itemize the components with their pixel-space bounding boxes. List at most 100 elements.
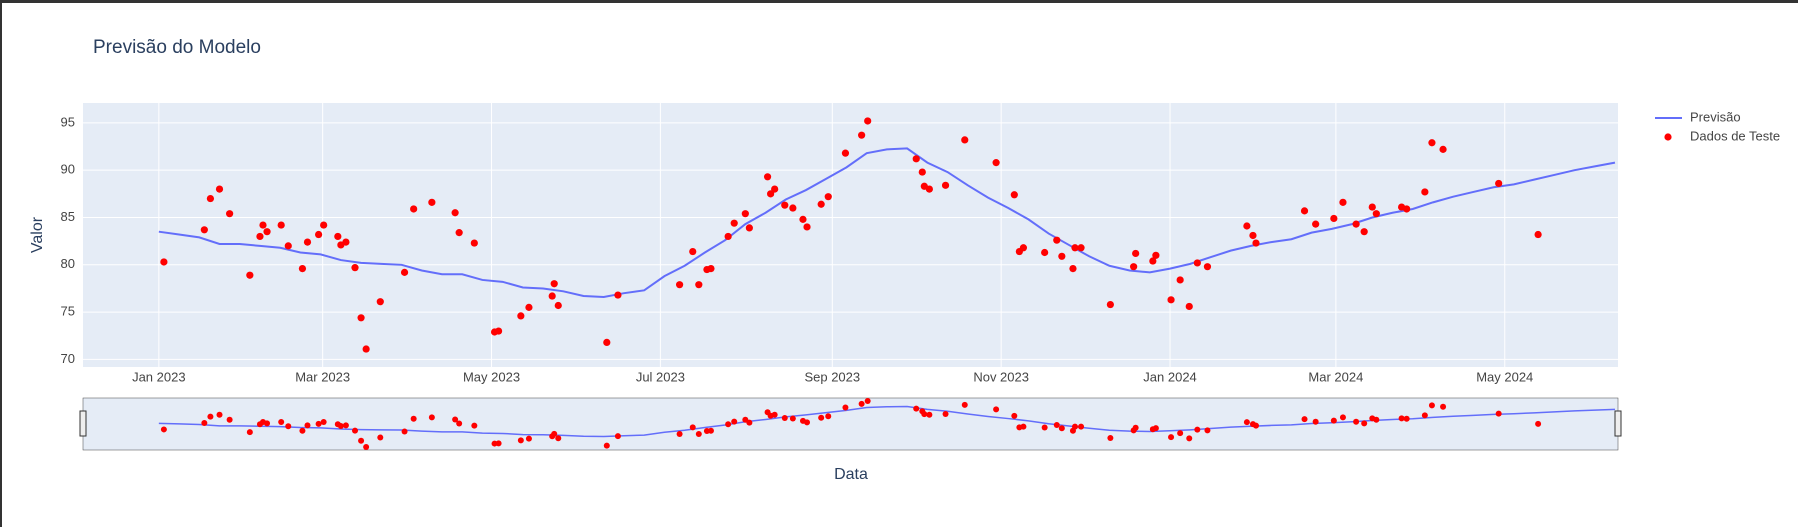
point — [730, 219, 738, 227]
slider-point — [1403, 415, 1410, 422]
point — [1421, 188, 1429, 196]
slider-handle[interactable] — [79, 410, 87, 437]
point — [817, 200, 825, 208]
point — [1312, 220, 1320, 228]
point — [226, 210, 234, 218]
slider-point — [725, 421, 732, 428]
point — [1185, 302, 1193, 311]
point — [614, 291, 622, 299]
slider-point — [689, 424, 696, 431]
point — [362, 345, 370, 353]
point — [1071, 244, 1079, 252]
point — [1193, 259, 1201, 267]
point — [1252, 239, 1260, 247]
point — [824, 193, 832, 201]
slider-point — [926, 411, 933, 418]
point — [781, 201, 789, 209]
point — [695, 281, 703, 289]
slider-point — [264, 420, 271, 427]
legend-label[interactable]: Dados de Teste — [1690, 128, 1780, 143]
point — [246, 271, 254, 279]
point — [771, 185, 779, 193]
slider-point — [707, 427, 714, 434]
point — [676, 281, 684, 289]
slider-point — [315, 420, 322, 427]
slider-point — [603, 442, 610, 449]
slider-point — [1186, 435, 1193, 442]
slider-point — [1428, 402, 1435, 409]
x-tick-label: Mar 2023 — [295, 369, 350, 384]
top-border — [0, 0, 1798, 3]
slider-point — [358, 437, 365, 444]
x-tick-label: May 2023 — [463, 369, 520, 384]
slider-point — [1495, 410, 1502, 417]
slider-point — [1078, 423, 1085, 430]
point — [1243, 222, 1251, 230]
slider-point — [1243, 419, 1250, 426]
slider-point — [695, 431, 702, 438]
point — [455, 229, 463, 237]
y-tick-label: 80 — [61, 256, 75, 271]
slider-point — [1071, 423, 1078, 430]
point — [918, 168, 926, 176]
point — [376, 298, 384, 306]
point — [799, 215, 807, 223]
slider-point — [1339, 414, 1346, 421]
point — [550, 280, 558, 288]
chart-title: Previsão do Modelo — [93, 37, 261, 58]
slider-point — [495, 440, 502, 447]
slider-point — [1168, 434, 1175, 441]
y-tick-label: 90 — [61, 162, 75, 177]
slider-point — [1421, 412, 1428, 419]
legend-label[interactable]: Previsão — [1690, 109, 1741, 124]
point — [1149, 257, 1157, 265]
slider-point — [452, 416, 459, 423]
slider-point — [226, 416, 233, 423]
point — [1339, 198, 1347, 206]
point — [298, 264, 307, 273]
point — [1300, 207, 1309, 215]
slider-point — [216, 411, 223, 418]
slider-handle[interactable] — [1614, 410, 1622, 437]
left-border — [0, 0, 2, 527]
point — [1352, 220, 1360, 228]
point — [1130, 263, 1138, 271]
point — [1360, 228, 1368, 236]
slider-point — [1132, 424, 1139, 431]
point — [259, 221, 267, 229]
slider-point — [285, 423, 292, 430]
point — [1428, 139, 1436, 147]
y-tick-label: 85 — [61, 209, 75, 224]
point — [1368, 203, 1376, 211]
point — [912, 155, 920, 163]
point — [961, 136, 969, 144]
slider-point — [377, 434, 384, 441]
slider-point — [913, 405, 920, 412]
plot-area — [83, 103, 1618, 367]
point — [400, 268, 409, 276]
point — [525, 303, 533, 311]
point — [741, 210, 749, 218]
point — [789, 204, 797, 212]
slider-point — [207, 413, 214, 420]
slider-point — [1252, 422, 1259, 429]
point — [206, 194, 215, 203]
x-tick-label: Jul 2023 — [636, 369, 685, 384]
slider-point — [864, 398, 871, 404]
slider-point — [1440, 403, 1447, 410]
x-tick-label: Jan 2024 — [1143, 369, 1197, 384]
legend-swatch — [1664, 133, 1672, 141]
slider-point — [1058, 425, 1065, 432]
slider-point — [1353, 418, 1360, 425]
slider-point — [818, 414, 825, 421]
slider-point — [1020, 423, 1027, 430]
range-slider[interactable] — [82, 397, 1619, 451]
slider-point — [993, 406, 1000, 413]
y-axis-label: Valor — [29, 216, 46, 253]
point — [517, 312, 525, 320]
point — [1372, 210, 1380, 218]
point — [1403, 205, 1411, 213]
slider-point — [771, 411, 778, 418]
point — [410, 205, 418, 213]
